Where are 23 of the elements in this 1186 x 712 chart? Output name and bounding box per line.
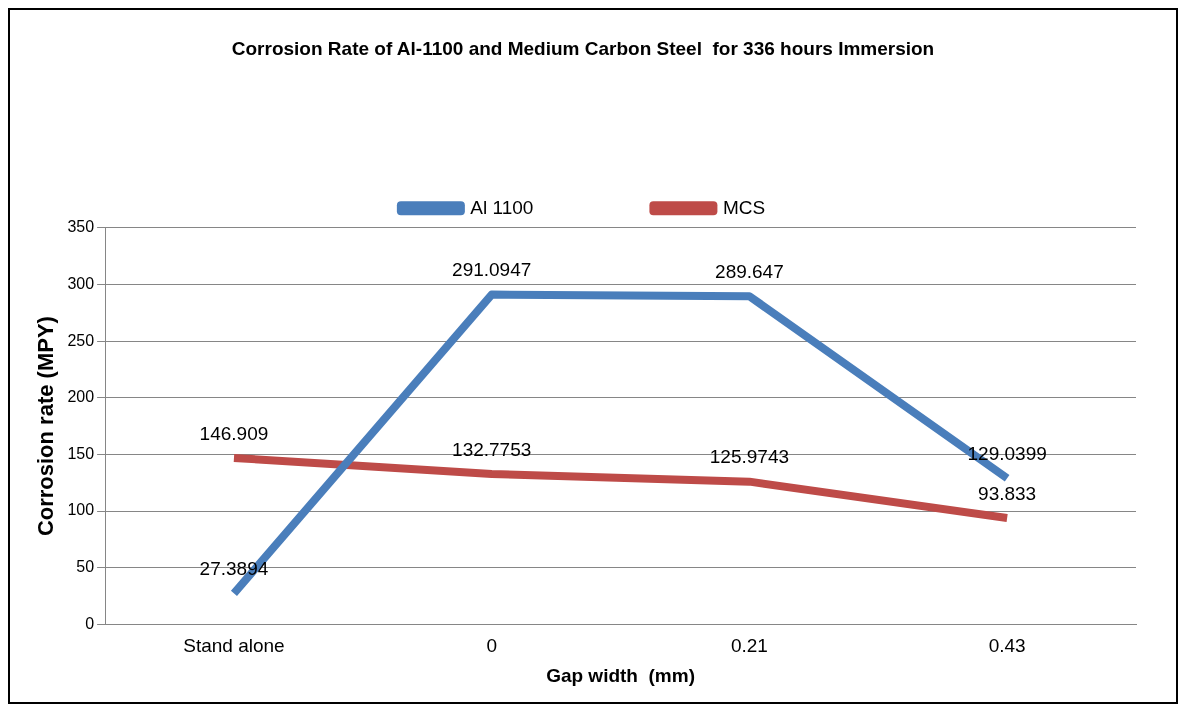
- y-tick-label: 100: [67, 501, 95, 519]
- y-tick-label: 200: [67, 388, 95, 406]
- x-axis-title: Gap width (mm): [546, 664, 695, 686]
- data-label: 289.647: [715, 260, 784, 282]
- x-tick-label: Stand alone: [183, 635, 285, 657]
- data-label: 93.833: [978, 482, 1037, 504]
- x-tick-label: 0: [486, 635, 497, 657]
- legend-label: Al 1100: [470, 196, 534, 218]
- x-tick-label: 0.43: [988, 635, 1026, 657]
- chart-title: Corrosion Rate of Al-1100 and Medium Carbon Steel for 336 hours Immersion: [231, 37, 935, 59]
- y-tick-label: 50: [76, 558, 95, 576]
- data-label: 291.0947: [452, 259, 532, 281]
- x-tick-label: 0.21: [730, 635, 768, 657]
- legend-label: MCS: [722, 196, 766, 218]
- data-label: 132.7753: [452, 438, 532, 460]
- y-tick-label: 0: [85, 614, 95, 632]
- y-axis-title: Corrosion rate (MPY): [33, 316, 59, 537]
- y-tick-label: 350: [67, 218, 95, 236]
- y-tick-label: 300: [67, 274, 95, 292]
- data-label: 125.9743: [709, 446, 790, 468]
- y-tick-label: 250: [67, 331, 95, 349]
- y-tick-label: 150: [67, 444, 95, 462]
- data-label: 146.909: [199, 422, 269, 444]
